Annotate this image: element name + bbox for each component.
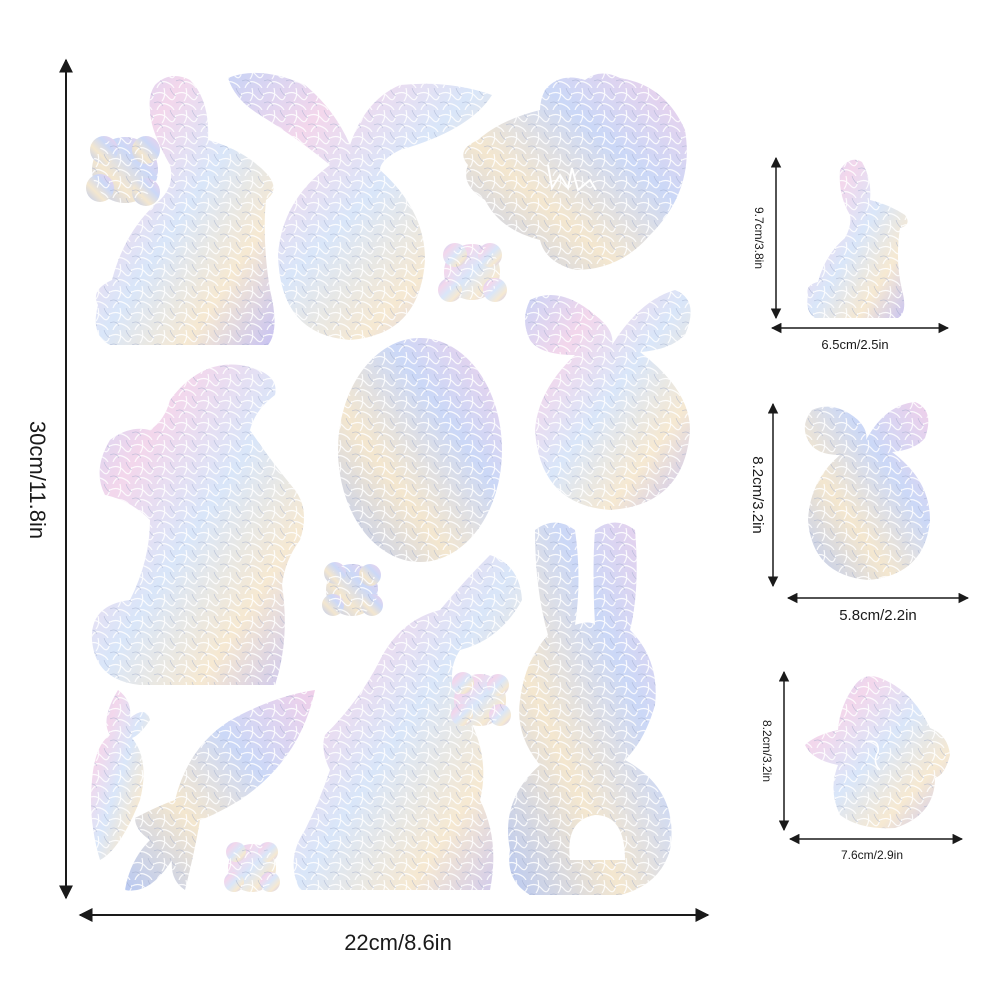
bunny-ear-egg-sticker [228,72,492,340]
back-bunny-sticker [508,522,672,895]
big-carrot-sticker [125,690,315,891]
chick-size-reference [778,670,964,845]
bunny-width-label: 6.5cm/2.5in [821,337,888,352]
egg-bow-height-label: 8.2cm/3.2in [749,456,766,534]
small-carrot-sticker [91,690,150,860]
chick-height-label: 8.2cm/3.2in [760,720,774,782]
chick-width-label: 7.6cm/2.9in [841,848,903,862]
egg-bow-width-label: 5.8cm/2.2in [839,607,917,624]
standing-bunny-sticker [91,364,305,685]
bunny-height-label: 9.7cm/3.8in [752,207,766,269]
bow-egg-sticker [525,290,691,510]
flower-sticker [438,243,507,302]
sitting-bunny-sticker [95,76,275,345]
flower-sticker [224,842,280,892]
sheet-width-label: 22cm/8.6in [344,930,452,955]
chick-egg-sticker [463,73,687,270]
bunny-size-reference [770,156,950,334]
sheet-height-label: 30cm/11.8in [25,421,50,539]
side-bunny-sticker [293,555,522,890]
egg-sticker [338,338,502,562]
egg-bow-size-reference [767,402,970,604]
flower-sticker [86,136,160,206]
flower-sticker [322,562,383,616]
flower-sticker [451,672,511,726]
sticker-sheet [86,72,691,895]
